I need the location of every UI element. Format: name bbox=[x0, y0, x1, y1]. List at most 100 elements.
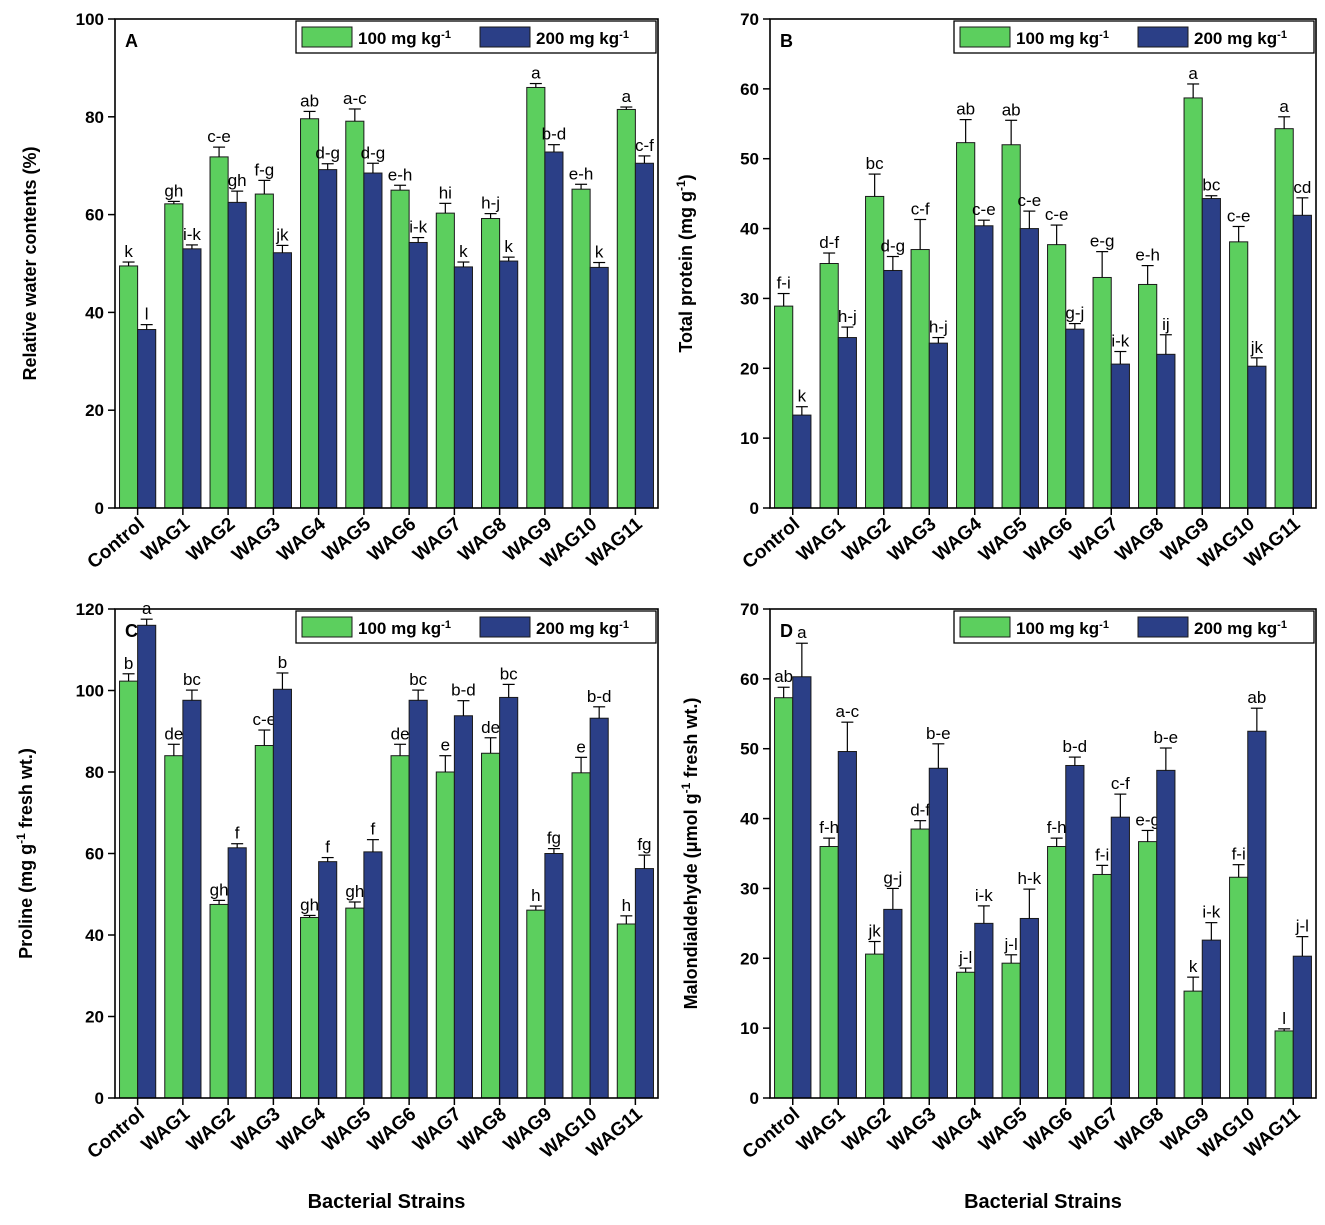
bar bbox=[1183, 97, 1203, 509]
bar bbox=[1047, 244, 1067, 509]
y-tick-label: 70 bbox=[740, 600, 759, 619]
bar bbox=[774, 697, 794, 1099]
y-tick-label: 0 bbox=[95, 1089, 104, 1108]
bar bbox=[974, 922, 994, 1099]
bar bbox=[792, 414, 812, 509]
significance-letter: d-g bbox=[881, 237, 906, 256]
significance-letter: ab bbox=[774, 667, 793, 686]
bar bbox=[345, 120, 365, 509]
significance-letter: k bbox=[124, 242, 133, 261]
error-bar bbox=[823, 837, 836, 847]
significance-letter: f bbox=[235, 824, 240, 843]
bar bbox=[1201, 939, 1221, 1099]
y-tick-label: 40 bbox=[740, 220, 759, 239]
y-tick-label: 10 bbox=[740, 1019, 759, 1038]
error-bar bbox=[457, 700, 470, 716]
bar bbox=[910, 828, 930, 1099]
error-bar bbox=[620, 106, 633, 110]
legend: 100 mg kg-1 200 mg kg-1 bbox=[953, 610, 1315, 644]
error-bar bbox=[213, 146, 226, 157]
significance-letter: b bbox=[124, 654, 133, 673]
significance-letter: k bbox=[504, 237, 513, 256]
bar bbox=[209, 903, 229, 1099]
significance-letter: f-i bbox=[1232, 845, 1246, 864]
x-tick-label: WAG4 bbox=[930, 513, 987, 565]
y-tick-label: 0 bbox=[95, 499, 104, 518]
bar bbox=[928, 342, 948, 509]
error-bar bbox=[1141, 829, 1154, 842]
error-bar bbox=[638, 155, 651, 164]
error-bar bbox=[439, 202, 452, 214]
x-tick-label: WAG6 bbox=[364, 1104, 420, 1156]
bar bbox=[792, 676, 812, 1099]
significance-letter: e-g bbox=[1135, 810, 1160, 829]
significance-letter: h bbox=[622, 896, 631, 915]
y-axis-label: Malondialdehyde (μmol g-1 fresh wt.) bbox=[679, 698, 701, 1010]
error-bar bbox=[502, 683, 515, 698]
error-bar bbox=[321, 163, 334, 170]
error-bar bbox=[529, 82, 542, 88]
significance-letter: h-j bbox=[481, 194, 500, 213]
error-bar bbox=[1296, 936, 1309, 957]
error-bar bbox=[1005, 954, 1018, 964]
significance-letter: de bbox=[391, 724, 410, 743]
bar bbox=[544, 853, 564, 1099]
error-bar bbox=[1278, 116, 1291, 129]
significance-letter: e-h bbox=[1135, 246, 1160, 265]
y-tick-label: 60 bbox=[740, 670, 759, 689]
significance-letter: e-g bbox=[1090, 232, 1115, 251]
bar bbox=[1092, 276, 1112, 509]
error-bar bbox=[122, 673, 135, 682]
significance-letter: i-k bbox=[1202, 903, 1220, 922]
significance-letter: jk bbox=[868, 922, 882, 941]
y-tick-label: 80 bbox=[85, 763, 104, 782]
bar bbox=[1229, 876, 1249, 1099]
error-bar bbox=[1232, 864, 1245, 878]
error-bar bbox=[140, 618, 153, 626]
significance-letter: g-j bbox=[883, 868, 902, 887]
legend-label: 100 mg kg-1 bbox=[358, 29, 451, 48]
error-bar bbox=[276, 244, 289, 253]
error-bar bbox=[231, 843, 244, 848]
significance-letter: d-g bbox=[361, 143, 386, 162]
legend: 100 mg kg-1 200 mg kg-1 bbox=[295, 20, 657, 54]
error-bar bbox=[484, 213, 497, 219]
bar bbox=[499, 260, 519, 509]
error-bar bbox=[823, 252, 836, 264]
significance-letter: a bbox=[1279, 97, 1289, 116]
significance-letter: bc bbox=[866, 154, 884, 173]
bar bbox=[634, 868, 654, 1099]
bar bbox=[1229, 241, 1249, 509]
bar bbox=[837, 751, 857, 1099]
legend: 100 mg kg-1 200 mg kg-1 bbox=[953, 20, 1315, 54]
x-tick-label: WAG2 bbox=[183, 514, 239, 566]
panel-C: bdeghc-eghghdeedehehabcfbffbcb-dbcfgb-df… bbox=[14, 599, 659, 1163]
error-bar bbox=[1114, 793, 1127, 818]
significance-letter: gh bbox=[210, 880, 229, 899]
significance-letter: d-f bbox=[819, 233, 839, 252]
panel-label: C bbox=[125, 621, 138, 641]
bar bbox=[1019, 228, 1039, 509]
bar bbox=[318, 169, 338, 509]
x-tick-label: WAG5 bbox=[975, 513, 1032, 565]
bar bbox=[1110, 363, 1130, 509]
bar bbox=[1201, 198, 1221, 509]
error-bar bbox=[868, 173, 881, 197]
error-bar bbox=[321, 856, 334, 862]
error-bar bbox=[1068, 756, 1081, 766]
significance-letter: c-f bbox=[1111, 774, 1130, 793]
error-bar bbox=[977, 905, 990, 924]
legend-label: 100 mg kg-1 bbox=[358, 619, 451, 638]
bar bbox=[1247, 365, 1267, 509]
y-tick-label: 40 bbox=[85, 303, 104, 322]
error-bar bbox=[185, 244, 198, 249]
legend-swatch bbox=[1137, 616, 1189, 638]
significance-letter: f bbox=[325, 838, 330, 857]
series-2: l i-k gh jk d-g d-g i-k k k b-d k c-f bbox=[137, 125, 654, 509]
legend-swatch bbox=[301, 616, 353, 638]
x-tick-label: WAG5 bbox=[319, 1103, 376, 1155]
legend-label: 100 mg kg-1 bbox=[1016, 619, 1109, 638]
plot-frame bbox=[769, 608, 1317, 1099]
bar bbox=[227, 201, 247, 509]
significance-letter: b-d bbox=[587, 687, 612, 706]
